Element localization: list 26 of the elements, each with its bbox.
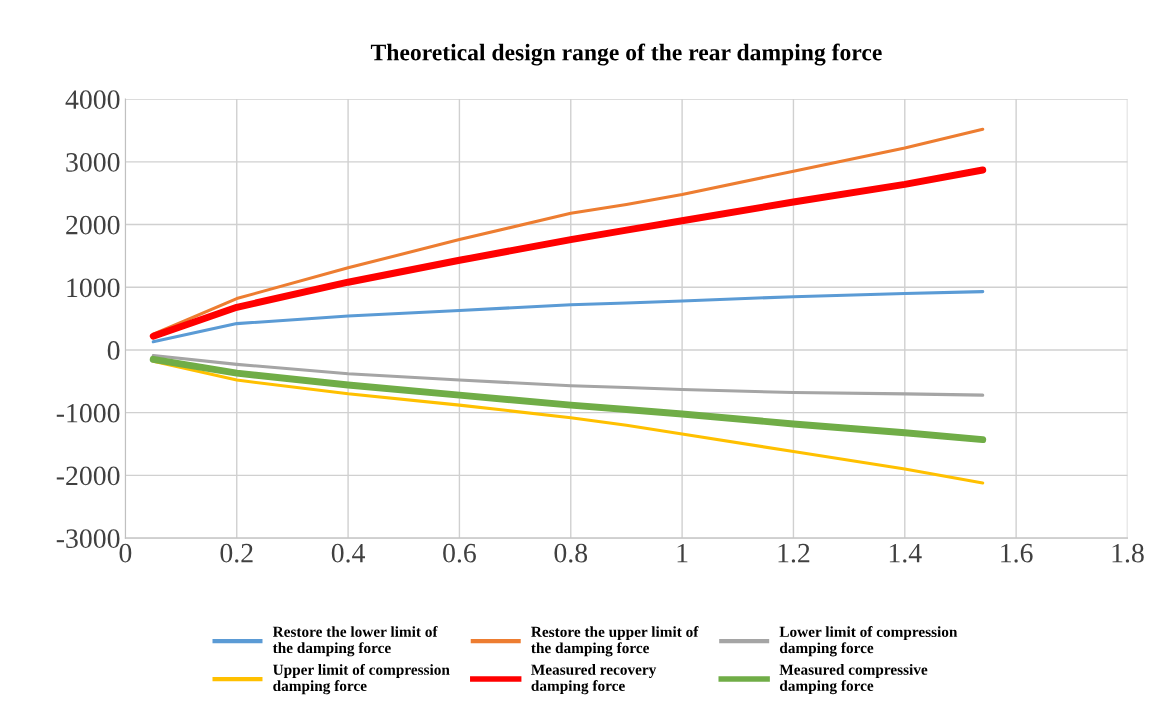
x-tick-label: 1.8 xyxy=(1112,543,1144,563)
chart-title: Theoretical design range of the rear damping force xyxy=(370,43,882,66)
x-tick-label: 1.4 xyxy=(889,543,922,563)
y-tick-label: -3000 xyxy=(56,529,120,548)
x-tick-label: 1.6 xyxy=(1001,543,1033,563)
line-series xyxy=(151,354,985,397)
x-tick-label: 0.8 xyxy=(554,543,588,563)
y-tick-label: 2000 xyxy=(66,215,120,235)
x-tick-label: 0.4 xyxy=(331,543,366,563)
x-tick-label: 0.2 xyxy=(220,543,253,563)
y-tick-label: 3000 xyxy=(66,152,120,172)
legend-label: Lower limit of compression damping force xyxy=(779,626,958,657)
y-tick-label: -2000 xyxy=(56,466,120,486)
legend-label: Restore the lower limit of the damping force xyxy=(272,626,438,657)
y-tick-label: 0 xyxy=(107,341,120,360)
legend-label: Measured compressive damping force xyxy=(779,664,928,695)
line-series xyxy=(151,290,985,344)
y-tick-label: 4000 xyxy=(65,90,120,110)
x-tick-label: 1 xyxy=(677,543,688,563)
legend-label: Restore the upper limit of the damping force xyxy=(531,626,699,657)
legend-label: Measured recovery damping force xyxy=(531,664,657,695)
y-tick-label: 1000 xyxy=(67,278,120,298)
legend-label: Upper limit of compression damping force xyxy=(273,663,450,695)
x-tick-label: 1.2 xyxy=(778,543,810,563)
x-tick-label: 0.6 xyxy=(443,543,476,563)
y-tick-label: -1000 xyxy=(56,403,120,423)
